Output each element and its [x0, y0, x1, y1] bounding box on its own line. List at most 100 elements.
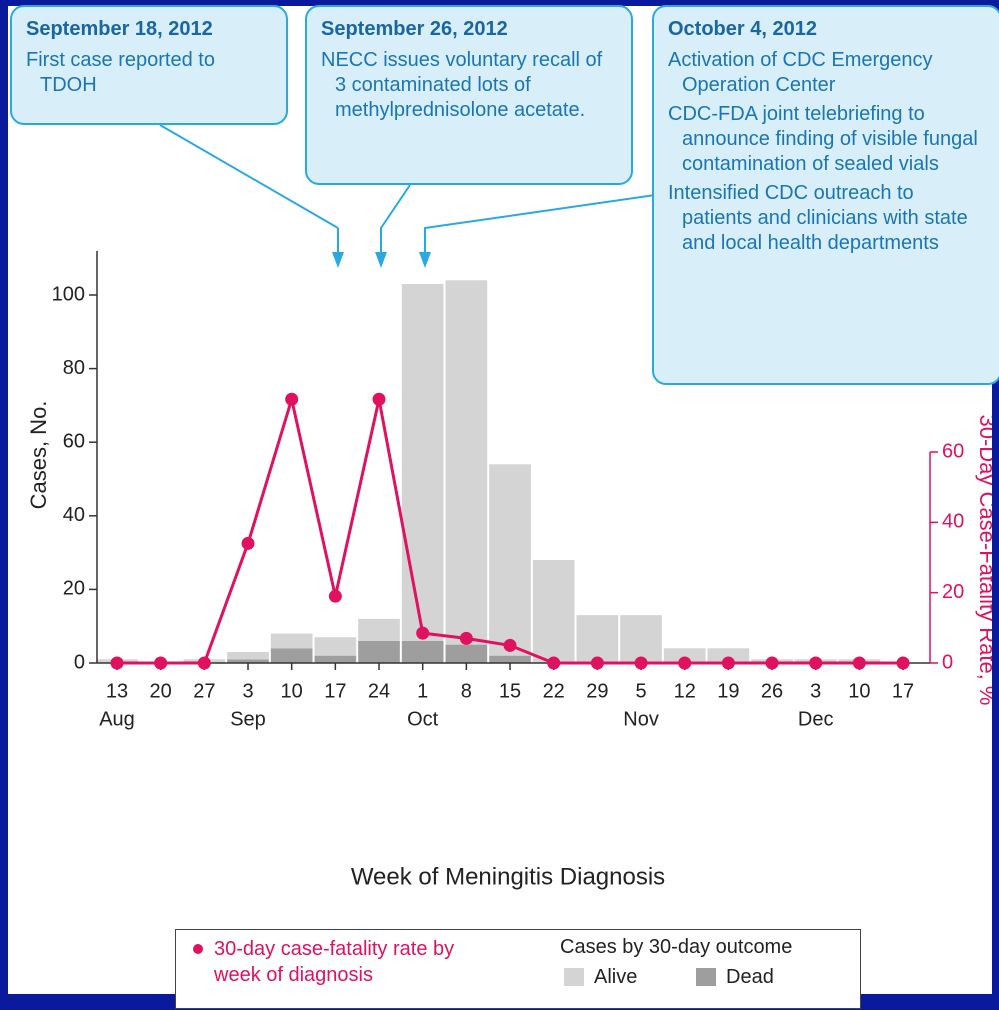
x-tick-label: 15 [499, 680, 521, 702]
x-tick-label: 3 [810, 680, 821, 702]
point [328, 589, 342, 603]
point [154, 656, 168, 670]
callout-text: CDC-FDA joint telebriefing to announce f… [668, 103, 978, 175]
point [678, 656, 692, 670]
callout-text: NECC issues voluntary recall of 3 contam… [321, 49, 603, 121]
bar [314, 637, 357, 656]
point [765, 656, 779, 670]
bar [663, 648, 706, 663]
y-tick-label: 80 [63, 357, 85, 379]
bar [314, 655, 357, 663]
y-tick-label: 40 [63, 504, 85, 526]
callout-arrow [380, 184, 411, 262]
x-tick-label: 22 [543, 680, 565, 702]
bar [445, 644, 488, 663]
x-tick-label: 10 [848, 680, 870, 702]
chart: 0 20 40 60 80 100 0 20 40 60 13 Aug 20 27 3 Sep 10 17 24 1 O… [26, 124, 992, 890]
y2-axis-title: 30-Day Case-Fatality Rate, % [975, 415, 992, 706]
point [634, 656, 648, 670]
x-tick-label: 13 [106, 680, 128, 702]
y-tick-label: 0 [74, 651, 85, 673]
month-label: Dec [798, 708, 834, 730]
legend-label: Alive [594, 966, 638, 988]
legend: 30-day case-fatality rate by week of dia… [175, 929, 861, 1009]
bar [358, 618, 400, 641]
bar [489, 464, 531, 656]
x-tick-label: 17 [892, 680, 914, 702]
point [809, 656, 823, 670]
x-tick-label: 12 [674, 680, 696, 702]
callout-text: Intensified CDC outreach to patients and… [668, 182, 968, 254]
x-tick-label: 5 [635, 680, 646, 702]
y-tick-label: 100 [52, 283, 85, 305]
x-tick-label: 1 [417, 680, 428, 702]
bar [401, 640, 444, 663]
y-tick-label: 20 [63, 578, 85, 600]
legend-marks [193, 944, 716, 986]
callout-arrow [424, 194, 656, 262]
point [721, 656, 735, 670]
callout: September 26, 2012 NECC issues voluntary … [305, 5, 633, 185]
bar [227, 659, 269, 663]
point [590, 656, 604, 670]
callout-line [159, 124, 339, 229]
bar [358, 640, 400, 663]
callout-text: First case reported to TDOH [26, 49, 215, 96]
callout-text: Activation of CDC Emergency Operation Ce… [668, 49, 933, 96]
legend-label: Dead [726, 966, 774, 988]
callout-title: September 26, 2012 [321, 18, 508, 40]
bar [227, 651, 269, 660]
y2-tick-label: 20 [942, 581, 964, 603]
bar [445, 280, 488, 645]
y-axis-title: Cases, No. [26, 401, 51, 510]
x-tick-label: 19 [717, 680, 739, 702]
point [110, 656, 124, 670]
legend-dot [193, 944, 203, 954]
legend-label: 30-day case-fatality rate by week of dia… [214, 938, 455, 986]
arrowhead [375, 252, 387, 268]
bar [489, 655, 531, 663]
callout-title: September 18, 2012 [26, 18, 213, 40]
legend-group-title: Cases by 30-day outcome [560, 936, 793, 958]
y2-tick-label: 0 [942, 651, 953, 673]
x-tick-label: 8 [461, 680, 472, 702]
bar [532, 559, 575, 663]
point [547, 656, 561, 670]
point [459, 631, 473, 645]
plot: 0 20 40 60 80 100 0 20 40 60 13 Aug 20 27 3 Sep 10 17 24 1 O… [26, 250, 992, 890]
month-label: Sep [230, 708, 266, 730]
point [896, 656, 910, 670]
bar [576, 615, 619, 663]
point [852, 656, 866, 670]
point [372, 392, 386, 406]
x-tick-label: 27 [193, 680, 215, 702]
month-label: Oct [407, 708, 439, 730]
y-tick-label: 60 [63, 430, 85, 452]
legend-swatch [696, 968, 716, 986]
arrowhead [332, 252, 344, 268]
callout: October 4, 2012 Activation of CDC Emergen… [652, 5, 999, 385]
x-tick-label: 17 [324, 680, 346, 702]
bar [270, 648, 313, 663]
x-tick-label: 26 [761, 680, 783, 702]
x-tick-label: 29 [586, 680, 608, 702]
legend-swatch [564, 968, 584, 986]
bar [620, 615, 662, 663]
month-label: Aug [99, 708, 135, 730]
bar [270, 633, 313, 649]
month-label: Nov [623, 708, 659, 730]
x-tick-label: 3 [242, 680, 253, 702]
arrowhead [419, 252, 431, 268]
x-tick-label: 20 [150, 680, 172, 702]
bar [707, 648, 750, 663]
y2-tick-label: 60 [942, 440, 964, 462]
figure: 0 20 40 60 80 100 0 20 40 60 13 Aug 20 27 3 Sep 10 17 24 1 O… [8, 5, 999, 1009]
x-tick-label: 24 [368, 680, 390, 702]
callout-title: October 4, 2012 [668, 18, 817, 40]
x-axis-title: Week of Meningitis Diagnosis [351, 863, 665, 890]
point [416, 626, 430, 640]
x-tick-label: 10 [281, 680, 303, 702]
point [197, 656, 211, 670]
y2-tick-label: 40 [942, 511, 964, 533]
point [503, 638, 517, 652]
